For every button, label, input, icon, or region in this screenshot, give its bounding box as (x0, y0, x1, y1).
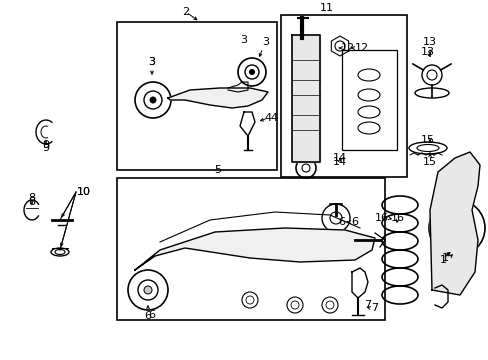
Bar (281, 15, 406, 177)
Text: 14: 14 (332, 157, 346, 167)
Text: 16: 16 (374, 213, 388, 223)
Polygon shape (291, 35, 319, 162)
Text: 12: 12 (340, 43, 354, 53)
Text: 8: 8 (28, 193, 36, 203)
Text: 6: 6 (144, 311, 151, 321)
Text: 3: 3 (262, 37, 269, 47)
Text: 3: 3 (148, 57, 155, 67)
Polygon shape (429, 152, 479, 295)
Polygon shape (168, 88, 267, 108)
Text: 10: 10 (77, 187, 91, 197)
Text: 12: 12 (354, 43, 368, 53)
Text: 4: 4 (264, 113, 271, 123)
Circle shape (442, 214, 470, 242)
Text: 14: 14 (332, 153, 346, 163)
Text: 5: 5 (214, 165, 221, 175)
Bar (341, 50, 396, 150)
Text: 9: 9 (42, 143, 49, 153)
Text: 1: 1 (439, 255, 446, 265)
Text: 11: 11 (319, 3, 333, 13)
Polygon shape (135, 228, 374, 270)
Bar (117, 22, 276, 170)
Text: 3: 3 (148, 57, 155, 67)
Text: 6: 6 (338, 217, 345, 227)
Text: 15: 15 (420, 135, 434, 145)
Text: 7: 7 (364, 300, 371, 310)
Text: 4: 4 (270, 113, 277, 123)
Circle shape (150, 97, 156, 103)
Circle shape (143, 286, 152, 294)
Text: 7: 7 (371, 303, 378, 313)
Text: 9: 9 (42, 140, 49, 150)
Text: 6: 6 (351, 217, 358, 227)
Circle shape (249, 69, 254, 75)
Text: 13: 13 (422, 37, 436, 47)
Text: 8: 8 (28, 197, 36, 207)
Text: 6: 6 (148, 310, 155, 320)
Text: 1: 1 (441, 253, 447, 263)
Text: 3: 3 (240, 35, 247, 45)
Text: 13: 13 (420, 47, 434, 57)
Text: 15: 15 (422, 157, 436, 167)
Bar (117, 178, 384, 320)
Text: 2: 2 (182, 7, 189, 17)
Text: 16: 16 (390, 213, 404, 223)
Bar (293, 150, 319, 162)
Text: 10: 10 (77, 187, 91, 197)
